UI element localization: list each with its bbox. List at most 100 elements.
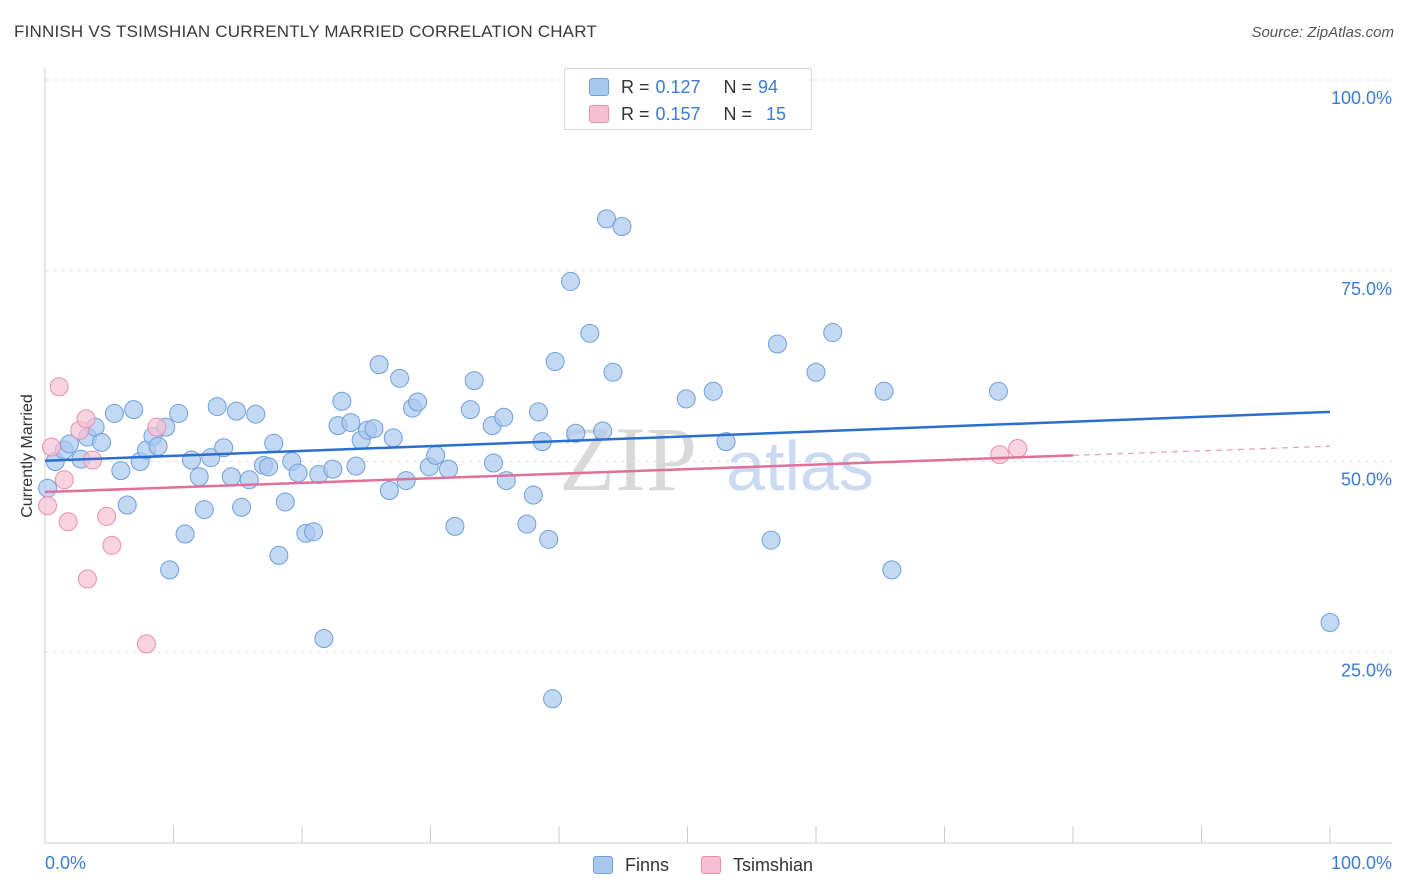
finns-point[interactable] (160, 560, 180, 580)
finns-point[interactable] (259, 457, 279, 477)
finns-point[interactable] (214, 438, 234, 458)
tsimshian-point[interactable] (97, 506, 117, 526)
finns-point[interactable] (545, 352, 565, 372)
tsimshian-point[interactable] (102, 535, 122, 555)
finns-point[interactable] (612, 216, 632, 236)
y-tick-label: 50.0% (1341, 470, 1392, 490)
finns-point[interactable] (390, 368, 410, 388)
finns-point[interactable] (676, 389, 696, 409)
finns-point[interactable] (483, 453, 503, 473)
finns-point[interactable] (988, 381, 1008, 401)
finns-point[interactable] (189, 467, 209, 487)
finns-point[interactable] (346, 456, 366, 476)
tsimshian-legend-label: Tsimshian (732, 854, 814, 875)
finns-point[interactable] (528, 402, 548, 422)
finns-point[interactable] (288, 463, 308, 483)
finns-point[interactable] (494, 407, 514, 427)
y-tick-label: 25.0% (1341, 660, 1392, 680)
finns-point[interactable] (603, 362, 623, 382)
finns-point[interactable] (703, 381, 723, 401)
finns-point[interactable] (823, 323, 843, 343)
correlation-legend: R = 0.127 N = 94 R = 0.157 N = 15 (564, 68, 812, 130)
tsimshian-r-label: R = (621, 103, 650, 124)
finns-point[interactable] (314, 629, 334, 649)
finns-point[interactable] (38, 478, 58, 498)
tsimshian-point[interactable] (38, 496, 58, 516)
tsimshian-point[interactable] (54, 470, 74, 490)
legend-item-finns[interactable]: Finns (592, 855, 669, 876)
finns-point[interactable] (269, 545, 289, 565)
finns-point[interactable] (175, 524, 195, 544)
finns-point[interactable] (716, 432, 736, 452)
tsimshian-swatch (589, 105, 609, 123)
finns-point[interactable] (460, 400, 480, 420)
finns-point[interactable] (104, 403, 124, 423)
finns-point[interactable] (221, 467, 241, 487)
tsimshian-trend-extension (1072, 445, 1331, 456)
finns-point[interactable] (111, 461, 131, 481)
finns-point[interactable] (408, 392, 428, 412)
tsimshian-point[interactable] (49, 377, 69, 397)
finns-point[interactable] (517, 514, 537, 534)
finns-point[interactable] (561, 271, 581, 291)
finns-point[interactable] (580, 323, 600, 343)
finns-point[interactable] (169, 403, 189, 423)
finns-point[interactable] (1320, 612, 1340, 632)
finns-point[interactable] (593, 421, 613, 441)
finns-point[interactable] (369, 355, 389, 375)
tsimshian-point[interactable] (41, 437, 61, 457)
finns-point[interactable] (539, 529, 559, 549)
finns-point[interactable] (117, 495, 137, 515)
chart-title: FINNISH VS TSIMSHIAN CURRENTLY MARRIED C… (14, 22, 597, 41)
finns-point[interactable] (543, 689, 563, 709)
finns-point[interactable] (523, 485, 543, 505)
finns-point[interactable] (232, 497, 252, 517)
tsimshian-point[interactable] (76, 409, 96, 429)
tsimshian-point[interactable] (990, 445, 1010, 465)
tsimshian-n-value: 15 (766, 103, 787, 124)
watermark-zip: ZIP (559, 408, 697, 510)
series-legend: Finns Tsimshian (0, 852, 1406, 878)
tsimshian-point[interactable] (77, 569, 97, 589)
finns-point[interactable] (92, 432, 112, 452)
gridlines (45, 79, 1392, 653)
finns-point[interactable] (426, 445, 446, 465)
finns-point[interactable] (364, 419, 384, 439)
legend-row-finns: R = 0.127 N = 94 (589, 76, 778, 98)
finns-point[interactable] (194, 500, 214, 520)
finns-point[interactable] (148, 436, 168, 456)
finns-trend-line (44, 410, 1331, 462)
finns-r-label: R = (621, 76, 650, 97)
tsimshian-point[interactable] (1008, 439, 1028, 459)
legend-item-tsimshian[interactable]: Tsimshian (700, 854, 814, 876)
tsimshian-point[interactable] (58, 512, 78, 532)
finns-point[interactable] (124, 400, 144, 420)
finns-point[interactable] (806, 362, 826, 382)
finns-point[interactable] (323, 459, 343, 479)
finns-point[interactable] (226, 401, 246, 421)
finns-point[interactable] (332, 391, 352, 411)
finns-n-value: 94 (758, 76, 779, 97)
finns-point[interactable] (379, 480, 399, 500)
x-tick-label-min: 0.0% (45, 853, 86, 873)
finns-point[interactable] (566, 423, 586, 443)
finns-point[interactable] (341, 413, 361, 433)
finns-point[interactable] (275, 492, 295, 512)
finns-point[interactable] (464, 371, 484, 391)
tsimshian-points (38, 377, 1028, 654)
finns-point[interactable] (438, 459, 458, 479)
finns-point[interactable] (597, 209, 617, 229)
finns-point[interactable] (761, 530, 781, 550)
finns-point[interactable] (264, 433, 284, 453)
finns-point[interactable] (181, 450, 201, 470)
finns-point[interactable] (304, 522, 324, 542)
tsimshian-point[interactable] (137, 634, 157, 654)
finns-point[interactable] (383, 428, 403, 448)
finns-point[interactable] (874, 381, 894, 401)
finns-point[interactable] (207, 397, 227, 417)
finns-point[interactable] (246, 404, 266, 424)
finns-point[interactable] (882, 560, 902, 580)
tsimshian-point[interactable] (147, 417, 167, 437)
finns-point[interactable] (445, 516, 465, 536)
finns-point[interactable] (767, 334, 787, 354)
